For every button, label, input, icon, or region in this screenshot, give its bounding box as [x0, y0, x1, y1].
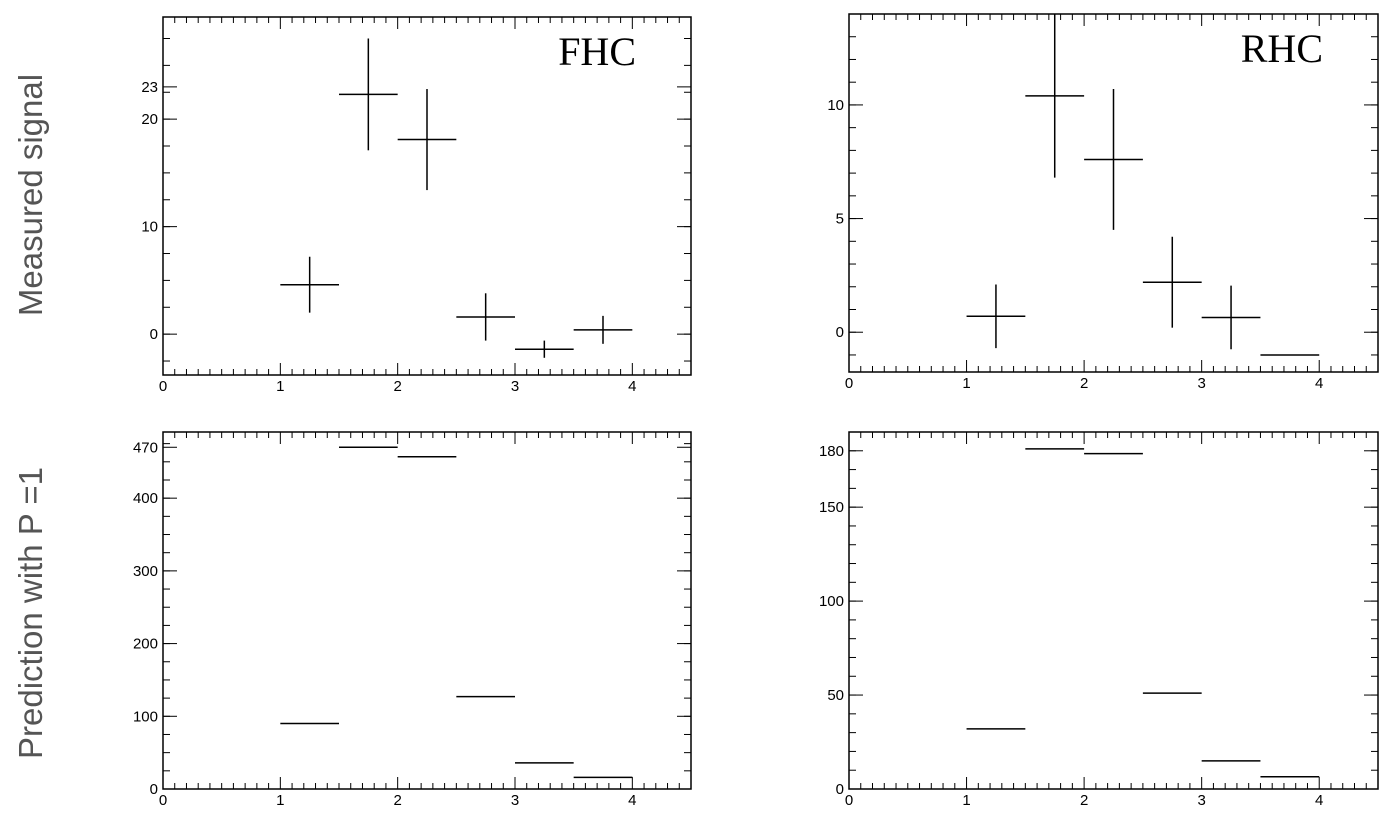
x-tick-label: 2	[1080, 792, 1088, 809]
plot-frame	[848, 13, 1379, 373]
x-tick-label: 1	[962, 792, 970, 809]
data-point	[339, 38, 398, 151]
x-tick-label: 0	[845, 375, 853, 392]
x-tick-label: 4	[628, 378, 636, 395]
data-point	[515, 340, 574, 358]
y-tick-label: 300	[133, 563, 158, 580]
x-tick-label: 4	[1315, 375, 1323, 392]
y-tick-label: 100	[819, 593, 844, 610]
y-tick-label: 100	[133, 708, 158, 725]
y-label-bottom: Prediction with P =1	[12, 467, 49, 759]
panel-fhc-prediction: 0 1 2 3 4 0 100 200 300 400 470	[133, 431, 692, 809]
x-tick-label: 4	[628, 792, 636, 809]
data-point	[397, 89, 457, 191]
y-tick-label: 23	[141, 79, 158, 96]
panel-title: RHC	[1241, 26, 1323, 71]
x-tick-label: 2	[393, 792, 401, 809]
data-point	[966, 284, 1026, 349]
y-label-top: Measured signal	[12, 74, 49, 316]
data-point	[280, 256, 339, 313]
x-tick-label: 3	[1197, 792, 1205, 809]
data-point	[573, 315, 633, 344]
y-tick-label: 180	[819, 443, 844, 460]
y-tick-label: 0	[150, 326, 158, 343]
y-tick-label: 470	[133, 439, 158, 456]
x-tick-label: 1	[962, 375, 970, 392]
x-tick-label: 3	[511, 378, 519, 395]
data-point	[1025, 14, 1085, 178]
x-tick-label: 3	[1197, 375, 1205, 392]
y-tick-label: 5	[836, 211, 844, 228]
data-point	[1084, 89, 1143, 230]
panel-rhc-prediction: 0 1 2 3 4 0 50 100 150 180	[819, 431, 1379, 809]
plot-frame	[162, 431, 692, 790]
x-tick-label: 0	[159, 378, 167, 395]
x-tick-label: 3	[511, 792, 519, 809]
y-tick-label: 20	[141, 111, 158, 128]
plot-frame	[162, 16, 692, 376]
y-tick-label: 150	[819, 499, 844, 516]
y-tick-label: 0	[836, 781, 844, 798]
y-tick-label: 50	[827, 687, 844, 704]
y-tick-label: 10	[141, 219, 158, 236]
x-tick-label: 2	[1080, 375, 1088, 392]
y-tick-label: 0	[150, 781, 158, 798]
plot-frame	[848, 431, 1379, 790]
data-point	[1142, 236, 1202, 328]
x-tick-label: 4	[1315, 792, 1323, 809]
y-tick-label: 200	[133, 636, 158, 653]
data-point	[456, 293, 515, 341]
y-tick-label: 10	[827, 97, 844, 114]
panel-title: FHC	[558, 29, 636, 74]
data-point	[1201, 285, 1261, 350]
y-tick-label: 0	[836, 324, 844, 341]
panel-rhc-measured: 0 1 2 3 4 0 5 10 RHC	[827, 13, 1379, 392]
x-tick-label: 2	[393, 378, 401, 395]
y-tick-label: 400	[133, 490, 158, 507]
x-tick-label: 0	[159, 792, 167, 809]
x-tick-label: 1	[276, 792, 284, 809]
x-tick-label: 0	[845, 792, 853, 809]
x-tick-label: 1	[276, 378, 284, 395]
